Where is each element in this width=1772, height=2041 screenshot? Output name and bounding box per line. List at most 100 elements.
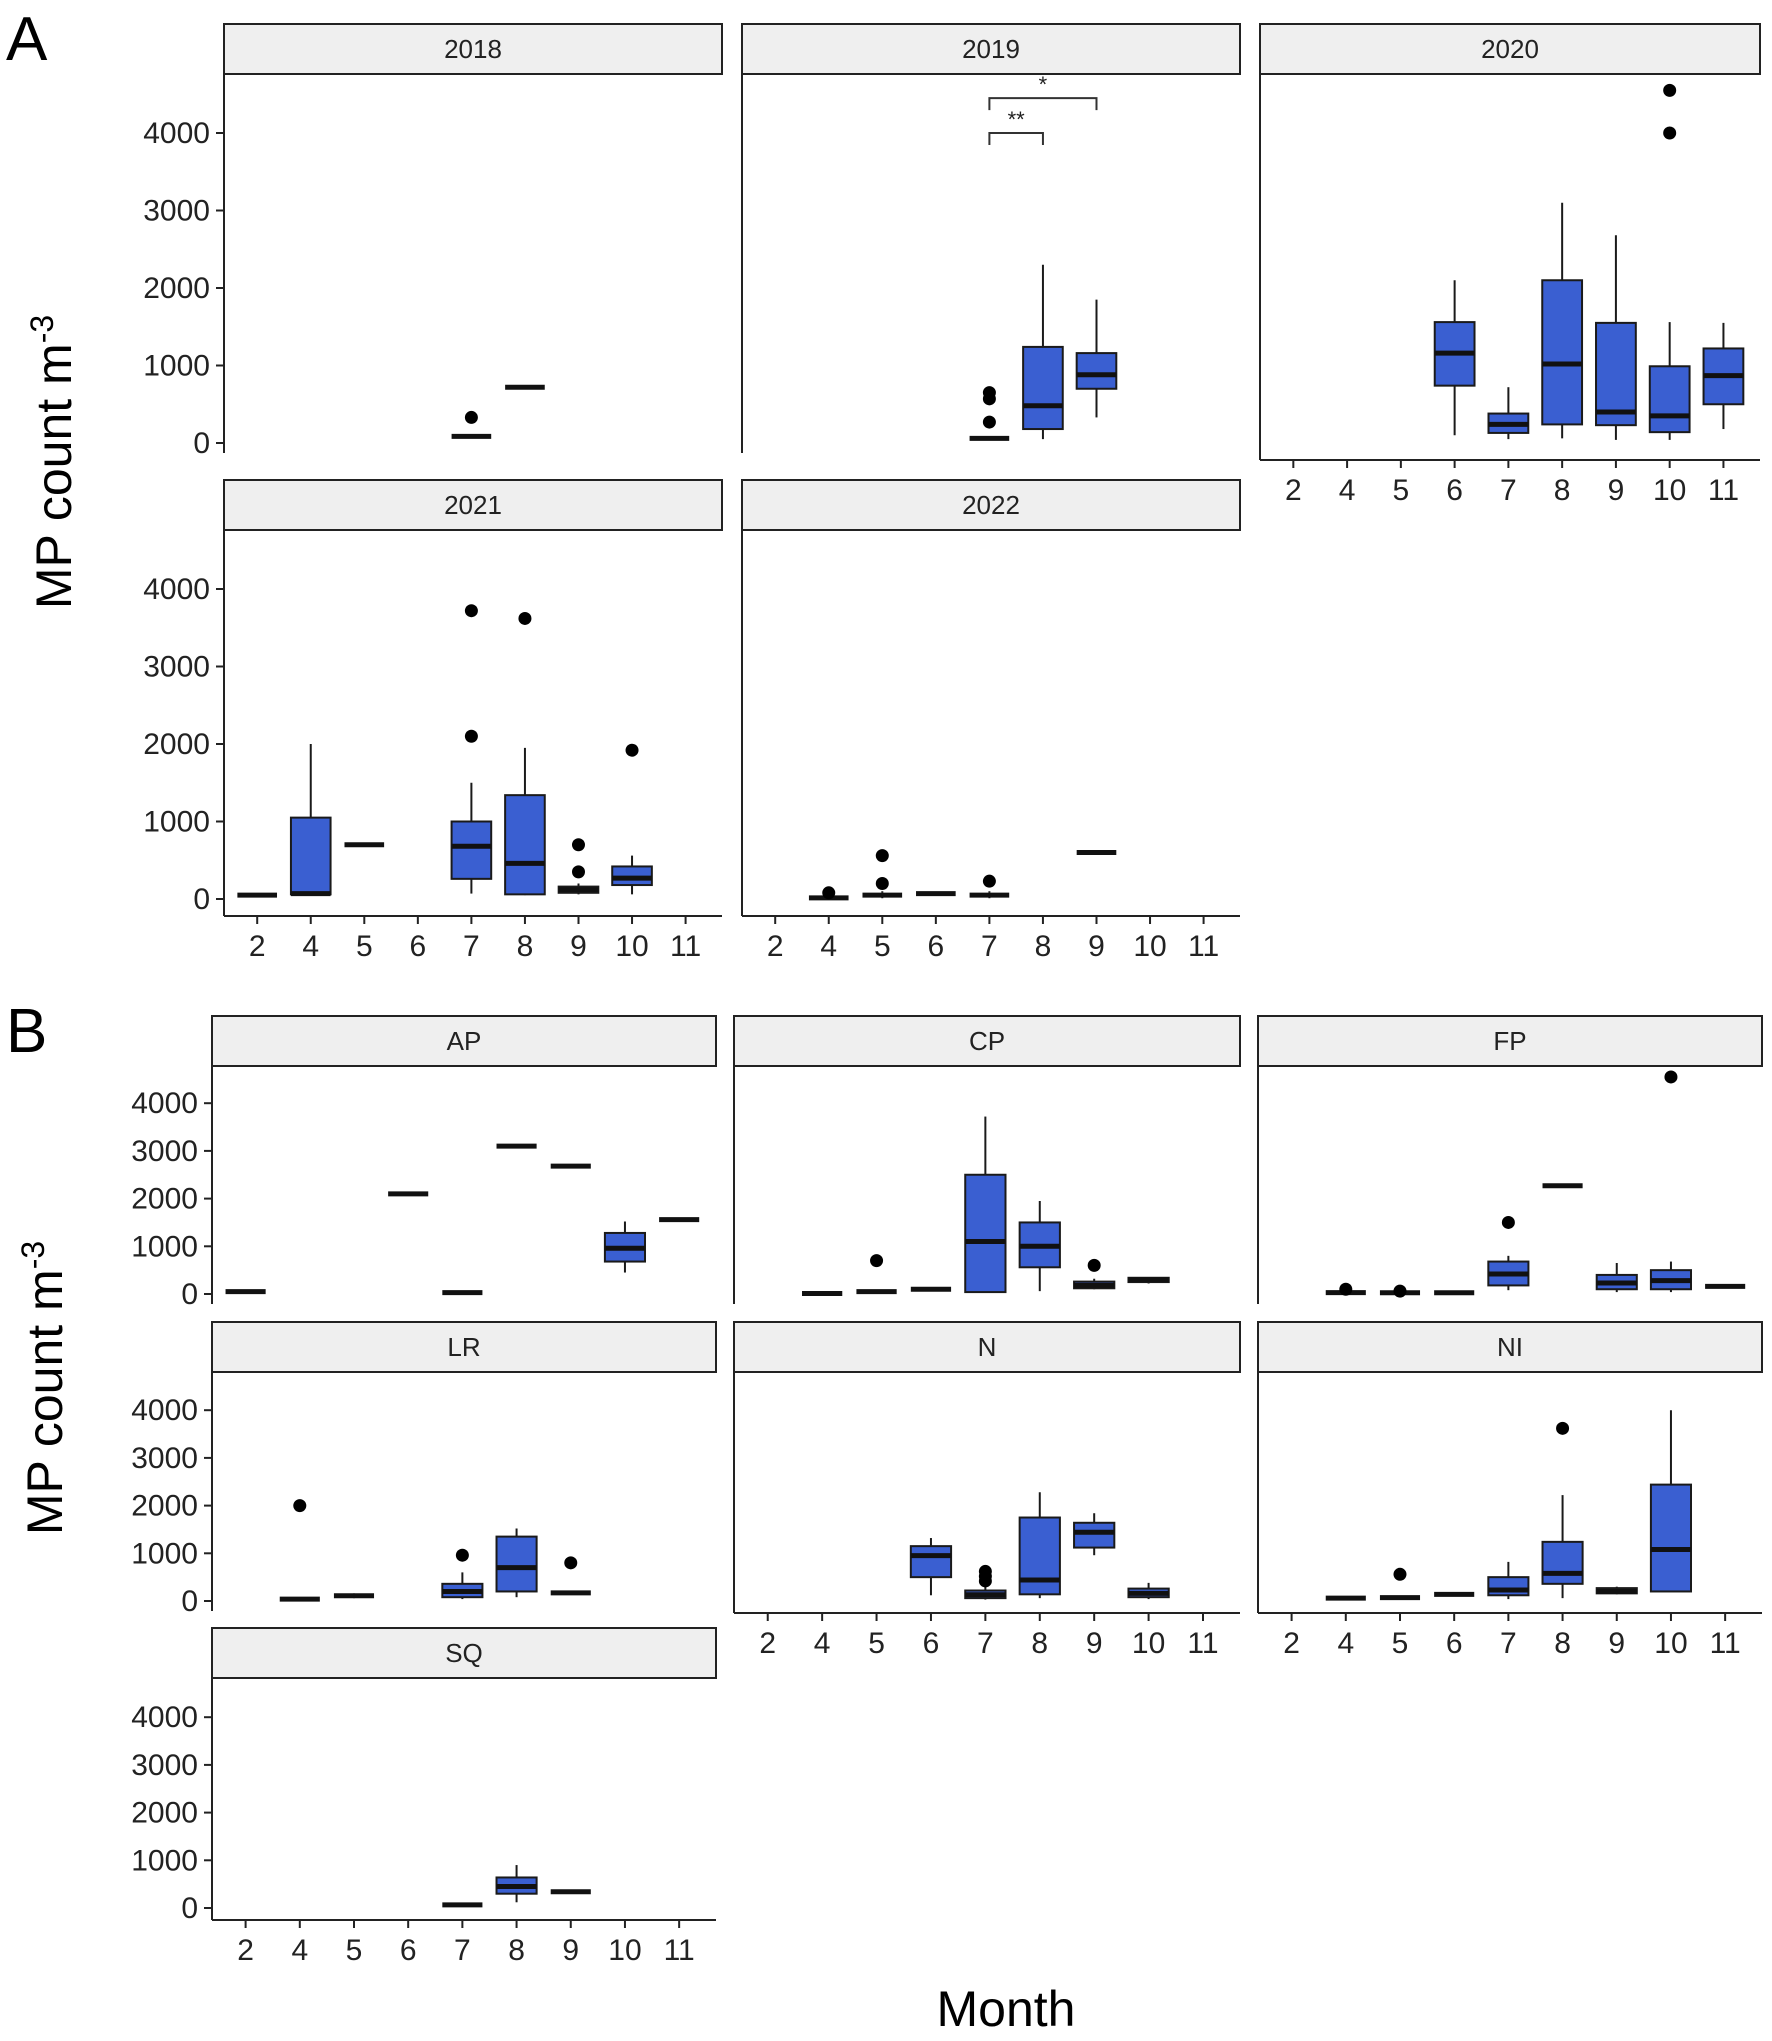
facet-sq-y-tick-label: 0 xyxy=(181,1892,198,1925)
box-body xyxy=(964,1173,1007,1294)
facet-2018-y-tick-label: 0 xyxy=(193,427,210,460)
facet-2019-signif-bracket: * xyxy=(988,72,1098,111)
facet-ni-x-tick-label: 4 xyxy=(1337,1627,1354,1660)
facet-ni-box-month-8 xyxy=(1541,1421,1584,1599)
facet-2019-signif-bracket: ** xyxy=(988,107,1044,145)
facet-2018-y-tick-label: 2000 xyxy=(143,272,210,305)
box-body xyxy=(1075,352,1118,390)
facet-ni-box-month-4 xyxy=(1325,1595,1366,1601)
outlier-point xyxy=(293,1499,307,1513)
facet-ap-box-month-10 xyxy=(603,1221,647,1273)
facet-n-x-tick-label: 7 xyxy=(977,1627,994,1660)
facet-2021-x-tick-label: 6 xyxy=(410,930,427,963)
facet-sq-y-tick-label: 1000 xyxy=(131,1844,198,1877)
facet-ni-x-tick-label: 2 xyxy=(1283,1627,1300,1660)
facet-2019: 2019*** xyxy=(741,23,1241,453)
facet-2021-box-month-10 xyxy=(611,743,653,895)
facet-2021-box-month-4 xyxy=(289,744,332,897)
facet-cp-box-month-7 xyxy=(964,1116,1007,1294)
facet-2018-box-month-7 xyxy=(451,410,492,439)
facet-ap-y-tick-label: 2000 xyxy=(131,1183,198,1216)
facet-n-x-tick-label: 4 xyxy=(814,1627,831,1660)
y-axis-label-a-sup: -3 xyxy=(24,315,60,343)
facet-lr-box-month-4 xyxy=(279,1499,320,1602)
facet-ni-box-month-7 xyxy=(1487,1561,1530,1600)
facet-2018-y-tick-label: 1000 xyxy=(143,350,210,383)
facet-n-x-tick-label: 6 xyxy=(923,1627,940,1660)
facet-2021-x-tick-label: 5 xyxy=(356,930,373,963)
facet-n: N 2 4 5 6 7 8 9 10 11 xyxy=(733,1321,1241,1660)
facet-2021-x-tick-label: 9 xyxy=(570,930,587,963)
facet-2020-x-tick-label: 2 xyxy=(1285,474,1302,507)
facet-n-box-month-9 xyxy=(1073,1513,1116,1556)
outlier-point xyxy=(1664,1070,1678,1084)
facet-sq-x-tick-label: 8 xyxy=(508,1934,525,1967)
facet-2021-strip-label: 2021 xyxy=(444,490,502,520)
facet-2020-box-month-11 xyxy=(1702,322,1745,430)
y-axis-label-b: MP count m-3 xyxy=(15,1241,73,1535)
facet-fp-box-month-5 xyxy=(1379,1284,1421,1298)
facet-2021-strip xyxy=(223,479,723,531)
bracket-line xyxy=(988,132,1044,145)
facet-ni-box-month-5 xyxy=(1379,1567,1421,1601)
facet-n-box-month-8 xyxy=(1018,1492,1061,1599)
facet-2022-x-tick-label: 7 xyxy=(981,930,998,963)
box-body xyxy=(1595,321,1637,427)
facet-cp-box-month-8 xyxy=(1018,1200,1061,1292)
outlier-point xyxy=(875,877,889,890)
facet-sq-x-tick-label: 7 xyxy=(454,1934,471,1967)
facet-sq-box-month-8 xyxy=(495,1865,538,1903)
facet-sq-x-tick-label: 11 xyxy=(664,1934,695,1967)
facet-lr-y-tick-label: 3000 xyxy=(131,1442,198,1475)
box-body xyxy=(909,1545,953,1579)
facet-cp-box-month-9 xyxy=(1073,1258,1116,1290)
facet-2020-strip xyxy=(1259,23,1761,75)
facet-lr-box-month-8 xyxy=(495,1528,538,1598)
outlier-point xyxy=(455,1548,469,1562)
box-body xyxy=(1018,1516,1061,1596)
facet-2018-strip xyxy=(223,23,723,75)
facet-2022-box-month-7 xyxy=(969,874,1010,899)
facet-sq-y-tick-label: 4000 xyxy=(131,1701,198,1734)
facet-2021-x-tick-label: 11 xyxy=(670,930,701,963)
facet-fp: FP xyxy=(1257,1015,1763,1304)
outlier-point xyxy=(982,386,996,400)
facet-cp-strip xyxy=(733,1015,1241,1067)
facet-cp: CP xyxy=(733,1015,1241,1304)
facet-sq-x-tick-label: 5 xyxy=(346,1934,363,1967)
facet-n-box-month-10 xyxy=(1127,1582,1170,1600)
facet-2022-x-tick-label: 10 xyxy=(1133,930,1166,963)
facet-n-strip-label: N xyxy=(978,1332,997,1362)
facet-ap: AP 0 1000 2000 3000 4000 xyxy=(131,1015,717,1311)
facet-sq-x-tick-label: 2 xyxy=(237,1934,254,1967)
facet-2020-x-tick-label: 6 xyxy=(1446,474,1463,507)
box-body xyxy=(1487,1576,1530,1597)
panel-label-b: B xyxy=(6,997,47,1066)
outlier-point xyxy=(982,415,996,429)
facet-lr: LR 0 1000 2000 3000 4000 xyxy=(131,1321,717,1618)
facet-2021-y-tick-label: 1000 xyxy=(143,806,210,839)
outlier-point xyxy=(978,1564,992,1578)
facet-2022-x-tick-label: 6 xyxy=(928,930,945,963)
facet-ni-x-tick-label: 10 xyxy=(1654,1627,1687,1660)
facet-2020-x-tick-label: 11 xyxy=(1708,474,1739,507)
outlier-point xyxy=(1393,1567,1407,1581)
outlier-point xyxy=(464,410,478,424)
facet-lr-box-month-9 xyxy=(550,1556,591,1596)
facet-2021-x-tick-label: 2 xyxy=(249,930,266,963)
outlier-point xyxy=(464,604,478,618)
facet-2020-x-tick-label: 4 xyxy=(1339,474,1356,507)
facet-2022: 2022 2 4 5 6 7 8 9 10 11 xyxy=(741,479,1241,963)
facet-n-x-tick-label: 2 xyxy=(759,1627,776,1660)
facet-lr-strip-label: LR xyxy=(447,1332,480,1362)
facet-n-x-tick-label: 11 xyxy=(1187,1627,1218,1660)
facet-ap-y-tick-label: 4000 xyxy=(131,1087,198,1120)
facet-n-x-tick-label: 5 xyxy=(868,1627,885,1660)
y-axis-label-b-sup: -3 xyxy=(15,1241,51,1269)
facet-cp-box-month-10 xyxy=(1127,1276,1170,1284)
facet-sq: SQ 0 1000 2000 3000 4000 2 4 5 6 7 8 9 10 11 xyxy=(131,1627,717,1967)
facet-2021-y-tick-label: 3000 xyxy=(143,651,210,684)
outlier-point xyxy=(518,611,532,625)
outlier-point xyxy=(1087,1258,1101,1272)
